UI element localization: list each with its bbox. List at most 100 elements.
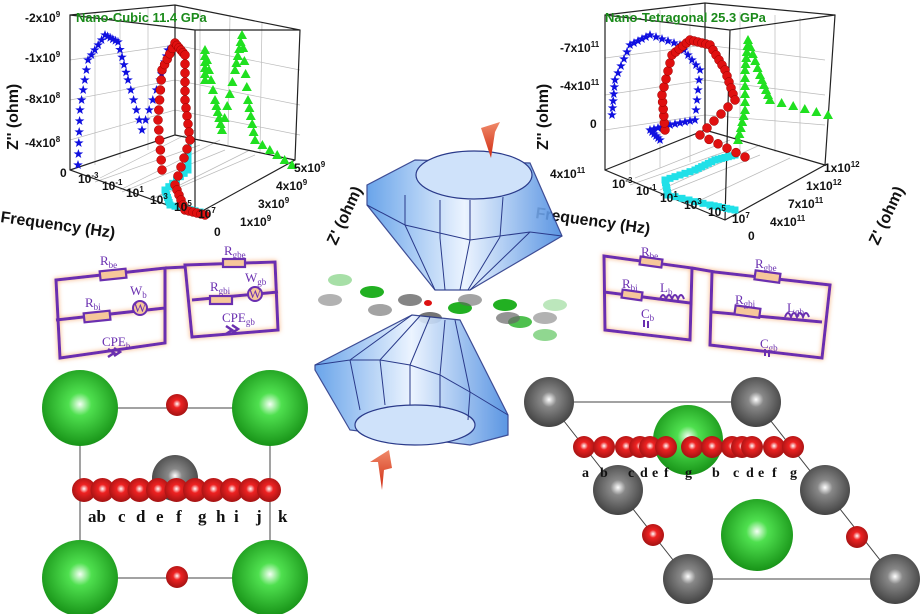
z2-tick-label: -2x109 — [25, 10, 61, 25]
site-label: g — [790, 466, 797, 481]
sphere-marker — [156, 75, 166, 85]
star-marker — [110, 35, 121, 45]
frequency-axis-label: Frequency (Hz) — [0, 209, 116, 242]
red-atom — [90, 478, 115, 502]
star-marker — [102, 31, 113, 41]
triangle-marker — [776, 98, 787, 107]
frequency-tick-label: 105 — [708, 204, 726, 219]
square-marker — [706, 201, 714, 209]
triangle-marker — [740, 59, 751, 68]
green-atom — [493, 299, 517, 311]
z1-tick-label: 7x1011 — [788, 196, 824, 211]
warburg-element-wgb — [247, 286, 263, 302]
square-marker — [686, 168, 694, 176]
triangle-marker — [245, 111, 256, 120]
triangle-marker — [248, 127, 259, 136]
red-atom — [846, 526, 868, 548]
grey-atom — [870, 554, 920, 604]
star-marker — [657, 34, 667, 43]
site-label: b — [712, 466, 720, 481]
sphere-marker — [713, 139, 723, 149]
star-marker — [119, 59, 129, 69]
label-rgbe: Rgbe — [755, 256, 777, 273]
star-marker — [78, 85, 88, 94]
resistor-rgbi — [208, 294, 234, 306]
triangle-marker — [227, 77, 238, 86]
warburg-symbol: W — [249, 286, 262, 301]
label-wgb: Wgb — [245, 270, 267, 287]
square-marker — [184, 159, 192, 167]
sphere-marker — [155, 145, 166, 155]
triangle-marker — [231, 58, 242, 67]
grey-atom — [368, 304, 392, 316]
resistor-rgbi — [733, 304, 762, 320]
triangle-marker — [765, 95, 775, 104]
sphere-marker — [179, 153, 189, 163]
triangle-marker — [210, 95, 220, 104]
star-marker — [73, 160, 83, 169]
star-marker — [83, 55, 93, 64]
triangle-marker — [740, 81, 750, 90]
square-marker — [180, 169, 188, 177]
triangle-marker — [747, 49, 758, 58]
star-marker — [687, 55, 697, 64]
z2-tick-label: 0 — [590, 117, 597, 131]
square-marker — [714, 203, 722, 211]
site-label: k — [278, 507, 288, 526]
star-marker — [137, 125, 147, 134]
square-marker — [664, 191, 672, 199]
square-marker — [676, 171, 684, 179]
z1-tick-label: 4x1011 — [770, 214, 806, 229]
star-marker — [651, 32, 661, 41]
sphere-marker — [182, 144, 192, 154]
red-atom — [238, 478, 263, 502]
star-marker — [96, 35, 107, 44]
triangle-marker — [232, 51, 243, 60]
red-atom — [164, 478, 189, 502]
grey-atom — [458, 294, 482, 306]
square-marker — [184, 166, 192, 174]
star-marker — [619, 54, 629, 63]
square-marker — [727, 205, 735, 213]
z2-tick-label: -7x1011 — [560, 40, 600, 55]
triangle-marker — [788, 101, 799, 110]
frequency-tick-label: 107 — [732, 211, 750, 226]
inductor-lb — [659, 294, 685, 302]
sphere-marker — [154, 95, 165, 105]
square-marker — [671, 193, 679, 201]
sphere-marker — [185, 135, 195, 145]
triangle-marker — [239, 56, 250, 65]
z2-tick-label: -4x108 — [25, 135, 61, 150]
label-lgb: Lgb — [787, 300, 804, 317]
impedance-plot-tetragonal: Nano-Tetragonal 25.3 GPa -7x1011 -4x1011 0… — [534, 2, 908, 248]
frequency-tick-label: 10-1 — [636, 183, 657, 198]
star-marker — [134, 115, 144, 124]
sphere-marker — [176, 162, 186, 172]
star-marker — [669, 38, 679, 47]
triangle-marker — [240, 69, 251, 78]
z2-axis-label: Z'' (ohm) — [5, 84, 22, 150]
red-atom — [201, 478, 226, 502]
resistor-rgbe — [753, 269, 782, 285]
triangle-marker — [740, 73, 750, 82]
triangle-marker — [287, 160, 297, 169]
star-marker — [616, 61, 626, 70]
capacitor-cgb — [764, 349, 770, 357]
resistor-rbi — [620, 288, 644, 302]
star-marker — [690, 115, 700, 124]
star-marker — [74, 116, 85, 125]
z2-tick-label: -4x1011 — [560, 78, 600, 93]
star-marker — [609, 82, 620, 91]
sphere-marker — [154, 125, 164, 135]
sphere-marker — [183, 119, 193, 129]
square-marker — [671, 173, 679, 181]
red-atom — [782, 436, 804, 458]
site-label: h — [216, 507, 226, 526]
star-marker — [675, 118, 685, 127]
red-atom — [639, 436, 661, 458]
star-marker — [93, 40, 103, 49]
site-label: c — [118, 507, 126, 526]
triangle-marker — [206, 75, 216, 84]
